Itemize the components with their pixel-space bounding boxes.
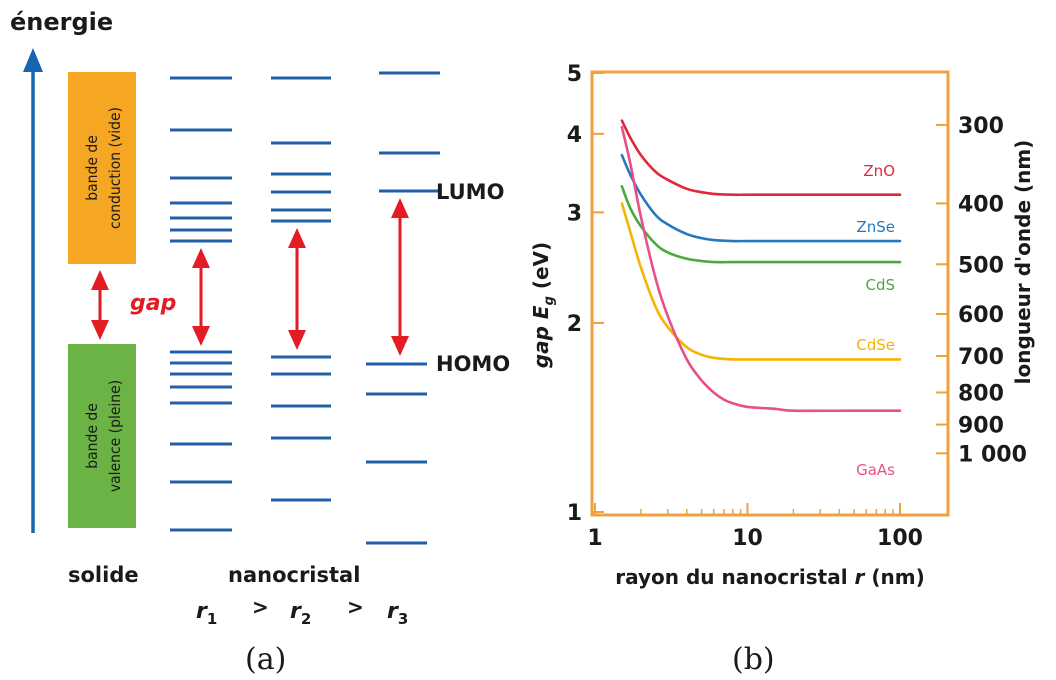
- y-tick-label: 4: [567, 123, 582, 148]
- r3-gap-arrow: [391, 198, 409, 356]
- y-tick-label: 3: [567, 201, 582, 226]
- lumo-label: LUMO: [436, 180, 504, 204]
- valence-band-label-2: valence (pleine): [106, 380, 124, 492]
- y2-tick-label: 600: [958, 303, 1004, 328]
- series-line-gaas: [620, 125, 902, 413]
- y-tick-label: 1: [567, 501, 582, 526]
- series-label-cds: CdS: [865, 276, 895, 294]
- arrow-head-icon: [23, 48, 43, 72]
- chart-series: ZnO ZnSe CdS CdSe GaAs: [620, 119, 902, 479]
- conduction-band-box: [68, 72, 136, 264]
- y2-tick-label: 800: [958, 381, 1004, 406]
- valence-band-label-1: bande de: [83, 403, 101, 469]
- y2-tick-label: 500: [958, 253, 1004, 278]
- r3-symbol: r: [387, 599, 399, 624]
- r2-subscript: 2: [301, 610, 311, 628]
- y2-tick-label: 1 000: [958, 442, 1027, 467]
- svg-text:r2: r2: [290, 599, 311, 628]
- r1-subscript: 1: [207, 610, 217, 628]
- solid-label: solide: [68, 563, 139, 587]
- series-line-zno: [620, 119, 902, 197]
- series-label-gaas: GaAs: [856, 461, 895, 479]
- energy-level-diagram: énergie bande de conduction (vide) bande…: [10, 8, 510, 677]
- r2-gap-arrow: [288, 228, 306, 350]
- nanocrystal-label: nanocristal: [228, 563, 360, 587]
- solid-gap-arrow: [91, 270, 109, 340]
- y-axis-label: gap Eg (eV): [529, 242, 557, 368]
- chart-axes: [590, 70, 950, 517]
- greater-than-2: >: [347, 595, 364, 619]
- caption-b: (b): [732, 642, 775, 677]
- homo-label: HOMO: [436, 352, 510, 376]
- svg-text:r1: r1: [196, 599, 217, 628]
- greater-than-1: >: [252, 595, 269, 619]
- series-line-znse: [620, 153, 902, 243]
- valence-band-box: [68, 344, 136, 528]
- x-axis-label: rayon du nanocristal r (nm): [615, 565, 925, 589]
- levels-r3: [366, 71, 440, 545]
- y2-tick-label: 700: [958, 345, 1004, 370]
- y2-tick-label: 900: [958, 414, 1004, 439]
- chart-ticks: 1 10 100 1 2 3 4 5 300 400 500 600 700 800 900 1 000: [567, 62, 1027, 551]
- y2-axis-label: longueur d'onde (nm): [1011, 140, 1035, 385]
- series-label-zno: ZnO: [863, 162, 895, 180]
- series-line-cds: [620, 185, 902, 264]
- r1-gap-arrow: [192, 248, 210, 346]
- gap-vs-radius-chart: ZnO ZnSe CdS CdSe GaAs 1 10 100 1 2 3 4 5 300 400 500 6…: [529, 62, 1035, 677]
- r1-symbol: r: [196, 599, 208, 624]
- y2-tick-label: 400: [958, 192, 1004, 217]
- radius-ordering: r1 > r2 > r3: [196, 595, 408, 628]
- x-tick-label: 100: [877, 526, 923, 551]
- energy-axis-label: énergie: [10, 8, 113, 36]
- series-line-cdse: [620, 202, 902, 361]
- y-tick-label: 5: [567, 62, 582, 87]
- series-label-cdse: CdSe: [856, 336, 895, 354]
- plot-frame: [590, 70, 950, 517]
- x-tick-label: 10: [732, 526, 763, 551]
- x-tick-label: 1: [587, 526, 602, 551]
- series-label-znse: ZnSe: [856, 218, 895, 236]
- y2-tick-label: 300: [958, 114, 1004, 139]
- svg-text:r3: r3: [387, 599, 408, 628]
- conduction-band-label-1: bande de: [83, 135, 101, 201]
- caption-a: (a): [245, 642, 286, 677]
- gap-label: gap: [130, 291, 176, 316]
- conduction-band-label-2: conduction (vide): [106, 107, 124, 229]
- y-tick-label: 2: [567, 312, 582, 337]
- r3-subscript: 3: [398, 610, 408, 628]
- levels-r2: [271, 76, 331, 502]
- r2-symbol: r: [290, 599, 302, 624]
- levels-r1: [170, 76, 232, 532]
